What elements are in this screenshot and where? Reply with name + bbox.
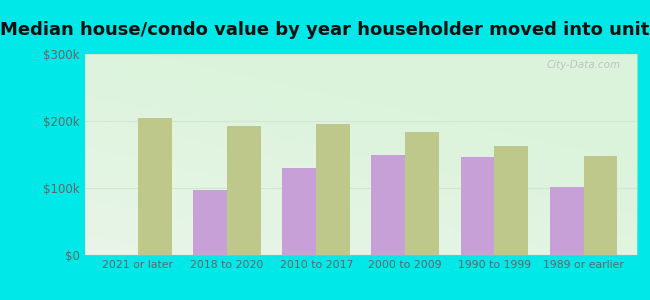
Bar (461, 157, 495, 255)
Bar (227, 126, 261, 255)
Bar (193, 190, 227, 255)
Bar (406, 132, 439, 255)
Bar (282, 168, 316, 255)
Bar (584, 156, 618, 255)
Bar (550, 187, 584, 255)
Text: City-Data.com: City-Data.com (546, 60, 620, 70)
Bar (371, 154, 406, 255)
Bar (495, 146, 528, 255)
Text: Median house/condo value by year householder moved into unit: Median house/condo value by year househo… (0, 21, 650, 39)
Bar (138, 118, 172, 255)
Bar (316, 124, 350, 255)
